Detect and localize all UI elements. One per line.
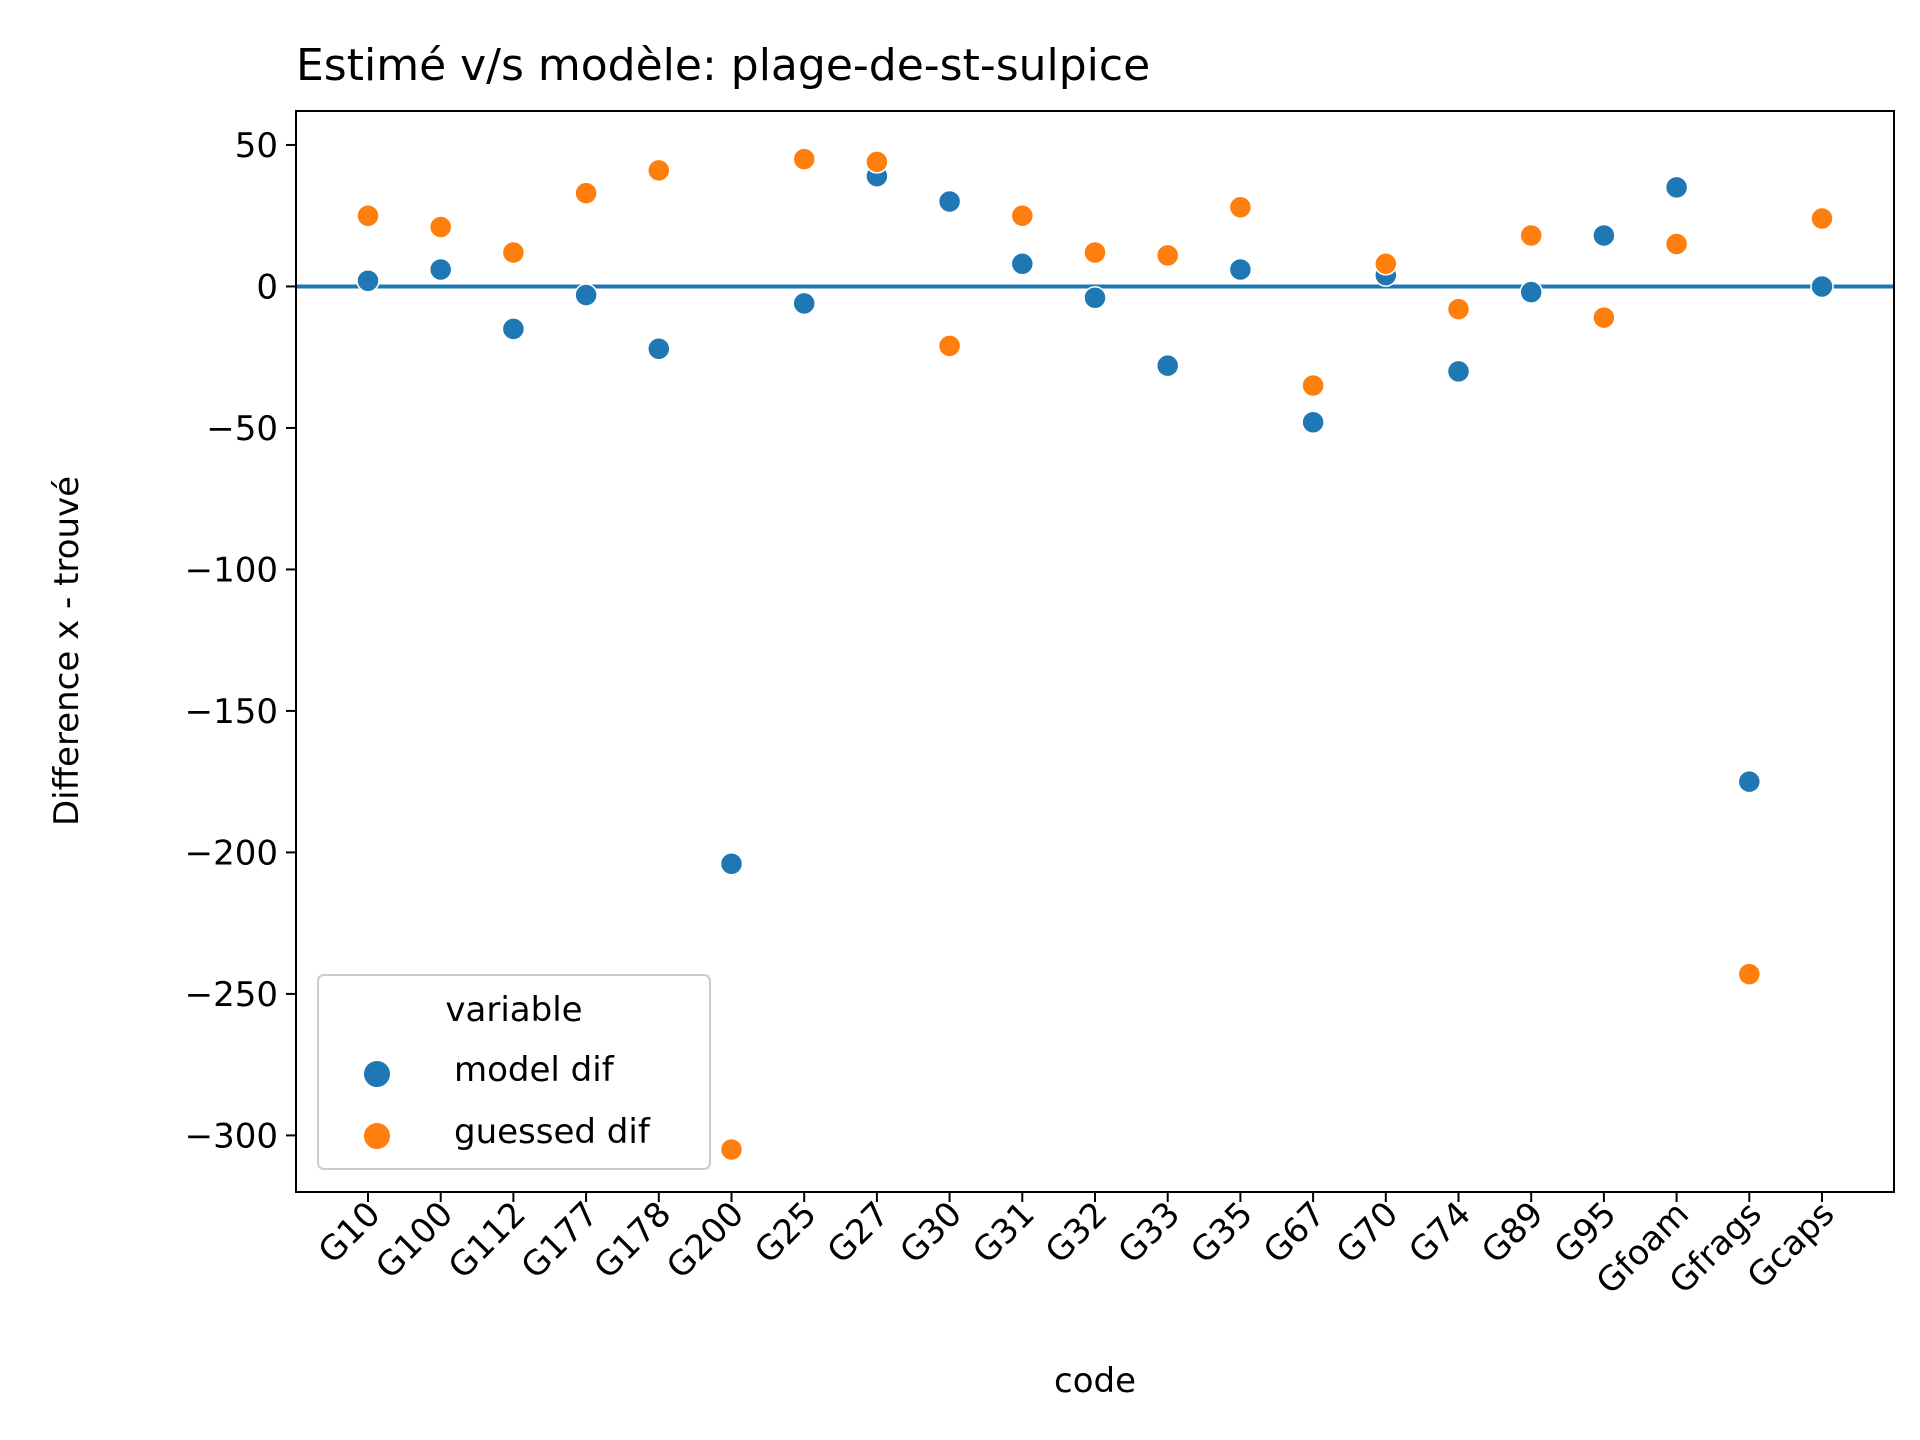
point-guessed-dif <box>428 215 453 239</box>
point-guessed-dif <box>1519 223 1543 248</box>
plot-frame <box>295 110 1895 1193</box>
point-guessed-dif <box>1155 243 1180 268</box>
y-tick-label: 0 <box>256 267 278 307</box>
point-guessed-dif <box>865 150 889 174</box>
point-guessed-dif <box>1592 305 1616 330</box>
legend-marker-model-dif <box>362 1059 392 1089</box>
legend-box <box>317 974 711 1170</box>
data-marks <box>356 147 1834 1162</box>
point-guessed-dif <box>937 334 962 358</box>
point-guessed-dif <box>719 1137 744 1162</box>
point-guessed-dif <box>647 158 671 183</box>
point-guessed-dif <box>501 240 526 265</box>
y-tick-label: −200 <box>185 833 278 873</box>
point-model-dif <box>1010 252 1035 276</box>
point-model-dif <box>1155 353 1180 378</box>
point-model-dif <box>1664 175 1689 200</box>
point-guessed-dif <box>1083 240 1107 265</box>
legend-label-model-dif: model dif <box>454 1050 615 1090</box>
point-guessed-dif <box>1010 203 1035 228</box>
chart-title: Estimé v/s modèle: plage-de-st-sulpice <box>296 40 1150 91</box>
y-tick-label: −300 <box>185 1116 278 1156</box>
point-model-dif <box>792 291 816 316</box>
point-model-dif <box>501 317 526 341</box>
point-guessed-dif <box>1737 962 1762 986</box>
point-model-dif <box>1083 286 1107 310</box>
point-model-dif <box>1301 410 1325 435</box>
point-guessed-dif <box>574 181 598 205</box>
point-guessed-dif <box>1446 297 1471 321</box>
legend-title: variable <box>445 990 582 1030</box>
y-tick-label: −250 <box>185 975 278 1015</box>
point-model-dif <box>937 189 962 214</box>
y-tick-label: −50 <box>206 409 278 449</box>
y-axis-label: Difference x - trouvé <box>47 476 87 826</box>
point-model-dif <box>1519 280 1543 304</box>
point-guessed-dif <box>356 203 380 228</box>
point-model-dif <box>1228 257 1253 282</box>
legend-marker-guessed-dif <box>362 1121 392 1151</box>
point-model-dif <box>719 851 744 876</box>
point-model-dif <box>1592 223 1616 248</box>
point-guessed-dif <box>1301 373 1325 398</box>
point-model-dif <box>428 257 453 282</box>
point-guessed-dif <box>1228 195 1253 219</box>
point-model-dif <box>1810 274 1834 299</box>
point-model-dif <box>647 336 671 361</box>
legend: variable model dif guessed dif <box>317 974 711 1170</box>
y-tick-label: −100 <box>185 550 278 590</box>
point-model-dif <box>356 269 380 293</box>
point-guessed-dif <box>1374 252 1398 276</box>
y-axis: 50 0 −50 −100 −150 −200 −250 −300 <box>185 126 296 1156</box>
point-model-dif <box>574 283 598 307</box>
point-model-dif <box>1446 359 1471 384</box>
y-tick-label: 50 <box>235 126 278 166</box>
x-axis-label: code <box>1054 1361 1136 1401</box>
point-model-dif <box>1737 769 1762 794</box>
point-guessed-dif <box>792 147 816 171</box>
legend-label-guessed-dif: guessed dif <box>454 1112 651 1152</box>
point-guessed-dif <box>1810 206 1834 231</box>
y-tick-label: −150 <box>185 692 278 732</box>
point-guessed-dif <box>1664 232 1689 256</box>
